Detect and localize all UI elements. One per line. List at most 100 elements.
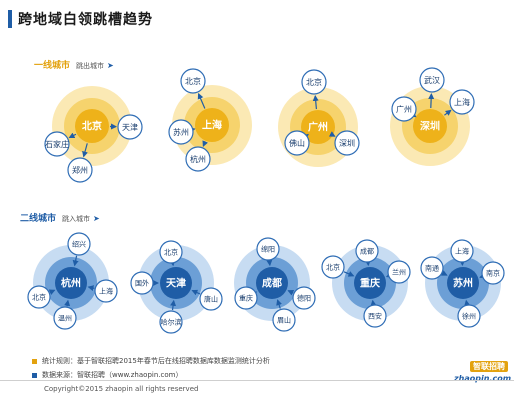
tier1-section-label: 一线城市 跳出城市 ➤ [34,58,114,71]
tier2-node-city: 徐州 [462,312,476,321]
tier2-center-city: 苏州 [453,277,473,290]
city-node [67,157,93,183]
city-node [117,114,143,140]
copyright: Copyright©2015 zhaopin all rights reserv… [44,385,199,393]
inbound-arrow [464,299,471,307]
city-node [334,130,360,156]
tier1-node-city: 杭州 [190,154,206,164]
outbound-arrow [197,92,206,109]
city-node [363,304,387,328]
gold-core-circle [75,109,109,143]
gold-core-circle [195,108,229,142]
outbound-arrow [68,132,77,139]
inbound-arrow [170,299,177,311]
city-node [27,285,51,309]
stats-rule-text: 统计规则：基于智联招聘2015年春节后在线招聘数据库数据监测统计分析 [42,357,270,365]
inbound-arrow [64,299,71,307]
city-node [481,261,505,285]
city-node [391,96,417,122]
tier2-node-city: 绍兴 [72,240,86,249]
title-accent-bar [8,10,12,28]
tier1-node-city: 武汉 [424,75,440,85]
tier2-node-city: 北京 [164,248,178,257]
city-node [450,239,474,263]
tier1-node-city: 苏州 [173,127,189,137]
city-node [272,308,296,332]
city-node [449,89,475,115]
data-source-note: 数据来源：智联招聘（www.zhaopin.com） [32,370,182,380]
blue-core-circle [354,267,386,299]
arrow-right-icon: ➤ [93,214,100,223]
gold-core-circle [413,109,447,143]
city-node [159,240,183,264]
inbound-arrow [72,255,79,267]
inbound-arrow [287,290,295,296]
city-node [168,119,194,145]
tier2-center-city: 成都 [262,277,282,290]
tier2-section-label: 二线城市 跳入城市 ➤ [20,211,100,224]
inbound-arrow [48,289,56,295]
outbound-arrow [202,140,209,147]
city-node [292,286,316,310]
blue-square-icon [32,372,37,378]
tier1-center-city: 广州 [308,121,328,134]
city-node [44,131,70,157]
tier1-node-city: 北京 [306,77,322,87]
tier1-center-city: 深圳 [420,120,440,133]
inbound-arrow [370,299,377,307]
tier2-node-city: 温州 [58,314,72,323]
gold-core-circle [301,110,335,144]
tier1-center-city: 北京 [82,120,102,133]
tier2-node-city: 唐山 [204,295,218,304]
logo-en-text: zhaopin.com [454,374,512,383]
tier1-node-city: 北京 [185,76,201,86]
outbound-arrow [444,109,452,116]
inbound-arrow [87,285,95,292]
tier1-node-city: 深圳 [339,138,355,148]
outbound-arrow [312,94,319,110]
tier2-node-city: 绵阳 [261,245,275,254]
tier1-label: 一线城市 [34,61,71,71]
tier2-node-city: 兰州 [392,268,406,277]
outbound-arrow [82,143,88,158]
footer-divider [0,380,514,381]
city-node [419,67,445,93]
city-node [321,255,345,279]
blue-core-circle [256,267,288,299]
tier2-legend: 跳入城市 [62,215,91,223]
blue-core-circle [55,267,87,299]
inbound-arrow [343,271,355,277]
city-node [355,239,379,263]
tier1-node-city: 郑州 [72,165,88,175]
city-node [67,232,91,256]
tier2-node-city: 北京 [32,293,46,302]
city-node [53,306,77,330]
city-node [284,130,310,156]
city-node [457,304,481,328]
tier2-node-city: 国外 [135,279,149,288]
stats-rule-note: 统计规则：基于智联招聘2015年春节后在线招聘数据库数据监测统计分析 [32,356,270,366]
tier2-label: 二线城市 [20,214,57,224]
tier2-node-city: 成都 [360,247,374,256]
city-node [159,310,183,334]
city-node [94,279,118,303]
tier1-node-city: 广州 [396,104,412,114]
city-node [185,146,211,172]
tier2-node-city: 西安 [368,312,382,321]
city-node [301,69,327,95]
tier2-node-city: 德阳 [297,294,311,303]
tier2-node-city: 北京 [326,263,340,272]
tier1-legend: 跳出城市 [76,62,105,70]
city-node [420,256,444,280]
tier2-node-city: 重庆 [239,294,253,303]
outbound-arrow [428,92,435,109]
arrow-right-icon: ➤ [107,61,114,70]
city-node [234,286,258,310]
tier1-node-city: 石家庄 [45,139,69,149]
outbound-arrow [328,131,336,137]
tier1-node-city: 佛山 [289,138,305,148]
tier2-center-city: 杭州 [61,277,81,290]
zhaopin-logo: 智联招聘 zhaopin.com [454,354,511,383]
tier2-center-city: 天津 [166,277,186,290]
